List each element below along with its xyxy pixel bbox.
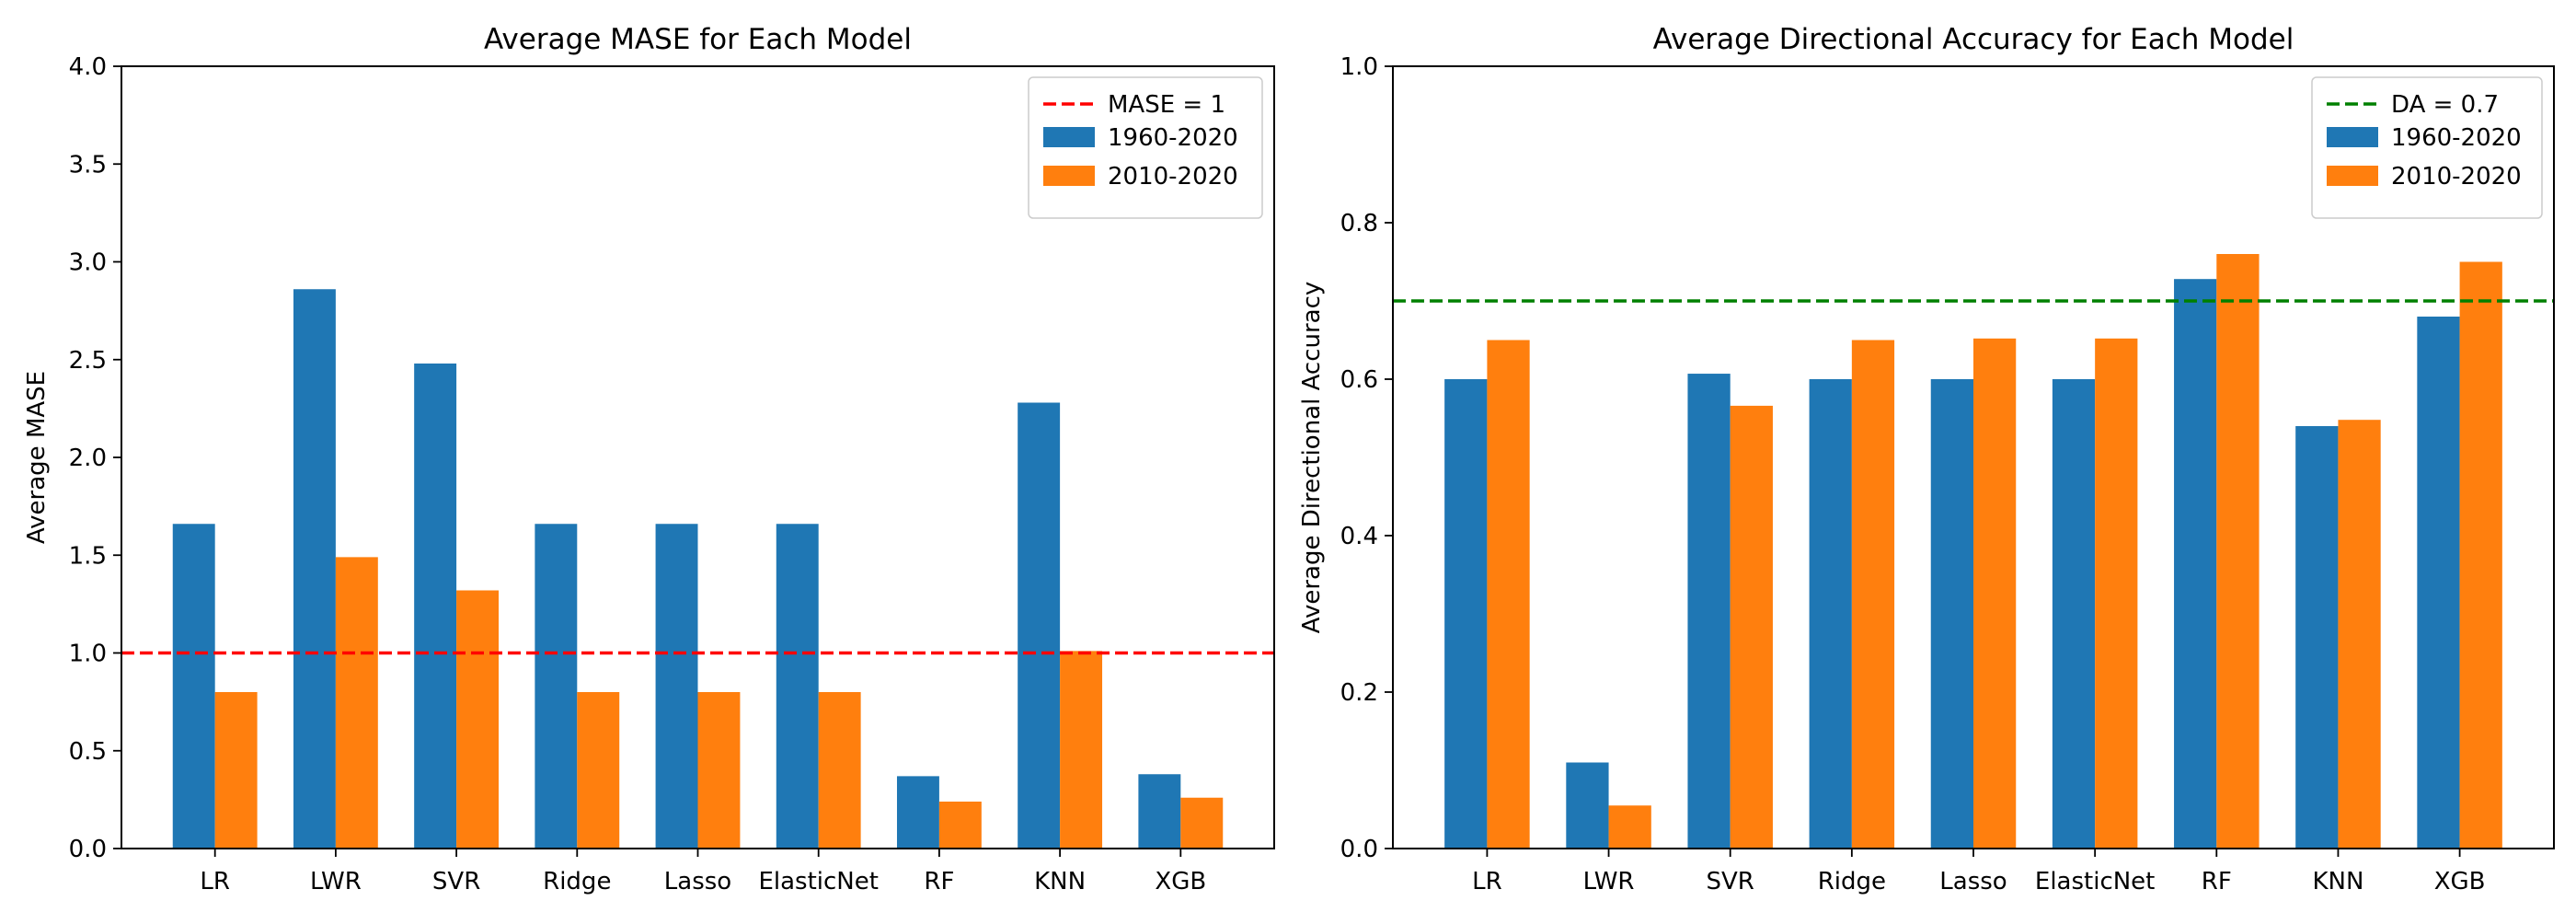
da-legend-swatch-2010-2020 <box>2327 166 2378 186</box>
mase-bar-1960-2020-rf <box>896 776 939 849</box>
mase-bar-1960-2020-svr <box>414 364 457 849</box>
mase-y-tick-label: 0.0 <box>69 836 107 863</box>
mase-bar-1960-2020-ridge <box>535 524 578 849</box>
da-legend-swatch-1960-2020 <box>2327 127 2378 147</box>
mase-y-axis-label: Average MASE <box>23 371 51 544</box>
mase-y-tick-label: 3.0 <box>69 249 107 277</box>
mase-x-tick-label: Ridge <box>543 868 611 895</box>
mase-chart-title: Average MASE for Each Model <box>484 23 912 56</box>
mase-x-tick-label: RF <box>924 868 954 895</box>
mase-x-tick-label: KNN <box>1034 868 1086 895</box>
da-bar-1960-2020-elasticnet <box>2052 379 2096 849</box>
da-bar-2010-2020-xgb <box>2459 261 2502 849</box>
da-bar-1960-2020-lwr <box>1566 762 1609 849</box>
da-bar-1960-2020-lr <box>1444 379 1488 849</box>
mase-bar-1960-2020-knn <box>1018 402 1061 849</box>
mase-y-tick-label: 3.5 <box>69 151 107 179</box>
mase-y-tick-label: 4.0 <box>69 53 107 81</box>
da-y-axis-label: Average Directional Accuracy <box>1298 282 1326 634</box>
mase-legend-reference-label: MASE = 1 <box>1108 91 1225 119</box>
mase-chart: 0.0 0.5 1.0 1.5 2.0 2.5 3.0 3.5 4.0 LR LWR SVR Ridge… <box>23 23 1275 895</box>
mase-x-tick-label: LR <box>200 868 230 895</box>
mase-x-tick-label: XGB <box>1155 868 1206 895</box>
da-legend-label-1960-2020: 1960-2020 <box>2391 124 2522 152</box>
da-x-tick-label: RF <box>2202 868 2232 895</box>
mase-bar-2010-2020-lwr <box>335 557 378 849</box>
da-y-tick-label: 0.0 <box>1340 836 1378 863</box>
da-chart-title: Average Directional Accuracy for Each Mo… <box>1653 23 2294 56</box>
da-bar-1960-2020-svr <box>1687 374 1731 849</box>
da-x-tick-label: KNN <box>2312 868 2363 895</box>
mase-y-tick-label: 2.5 <box>69 347 107 375</box>
da-y-tick-label: 1.0 <box>1340 53 1378 81</box>
da-bar-2010-2020-ridge <box>1851 340 1895 849</box>
mase-bar-2010-2020-xgb <box>1180 797 1224 849</box>
mase-y-tick-label: 2.0 <box>69 445 107 472</box>
da-y-tick-label: 0.2 <box>1340 679 1378 707</box>
mase-legend-swatch-1960-2020 <box>1043 127 1095 147</box>
mase-bar-1960-2020-elasticnet <box>776 524 819 849</box>
mase-bar-1960-2020-xgb <box>1138 774 1181 849</box>
da-bar-2010-2020-elasticnet <box>2095 338 2138 849</box>
da-bar-2010-2020-lr <box>1487 340 1530 849</box>
mase-bar-1960-2020-lr <box>172 524 215 849</box>
da-legend-reference-label: DA = 0.7 <box>2391 91 2499 119</box>
directional-accuracy-chart: 0.0 0.2 0.4 0.6 0.8 1.0 LR LWR SVR Ridge Lasso Elas… <box>1298 23 2555 895</box>
mase-bar-2010-2020-knn <box>1060 651 1103 849</box>
mase-x-tick-label: SVR <box>432 868 480 895</box>
da-bar-1960-2020-xgb <box>2417 317 2460 849</box>
da-x-tick-label: Ridge <box>1818 868 1886 895</box>
mase-legend-label-1960-2020: 1960-2020 <box>1108 124 1238 152</box>
mase-x-tick-label: Lasso <box>664 868 731 895</box>
mase-x-tick-label: LWR <box>310 868 362 895</box>
da-bar-2010-2020-lasso <box>1973 338 2017 849</box>
mase-y-tick-label: 0.5 <box>69 738 107 766</box>
mase-bar-2010-2020-lr <box>214 692 258 849</box>
da-x-tick-label: LWR <box>1583 868 1635 895</box>
da-x-tick-label: LR <box>1472 868 1502 895</box>
mase-x-tick-label: ElasticNet <box>758 868 878 895</box>
da-y-tick-label: 0.4 <box>1340 523 1378 550</box>
da-x-tick-label: XGB <box>2434 868 2486 895</box>
mase-bar-2010-2020-elasticnet <box>818 692 861 849</box>
da-bar-1960-2020-knn <box>2295 426 2339 849</box>
mase-bar-1960-2020-lwr <box>293 289 336 849</box>
mase-bar-1960-2020-lasso <box>655 524 698 849</box>
da-bar-1960-2020-lasso <box>1930 379 1973 849</box>
da-y-tick-label: 0.6 <box>1340 366 1378 394</box>
da-bar-2010-2020-knn <box>2338 420 2381 849</box>
da-x-tick-label: SVR <box>1707 868 1754 895</box>
da-x-tick-label: Lasso <box>1939 868 2007 895</box>
mase-legend-label-2010-2020: 2010-2020 <box>1108 163 1238 191</box>
mase-bar-2010-2020-svr <box>456 590 500 849</box>
da-bar-2010-2020-rf <box>2216 254 2260 849</box>
mase-y-tick-label: 1.5 <box>69 542 107 570</box>
da-bar-2010-2020-svr <box>1730 405 1773 849</box>
mase-bar-2010-2020-lasso <box>697 692 741 849</box>
da-legend-label-2010-2020: 2010-2020 <box>2391 163 2522 191</box>
da-bar-2010-2020-lwr <box>1608 805 1651 849</box>
da-bar-1960-2020-ridge <box>1809 379 1852 849</box>
mase-bar-2010-2020-rf <box>938 802 982 849</box>
da-bar-1960-2020-rf <box>2174 279 2217 849</box>
da-y-tick-label: 0.8 <box>1340 210 1378 237</box>
da-x-tick-label: ElasticNet <box>2035 868 2155 895</box>
mase-y-tick-label: 1.0 <box>69 641 107 668</box>
mase-bar-2010-2020-ridge <box>577 692 620 849</box>
mase-legend-swatch-2010-2020 <box>1043 166 1095 186</box>
